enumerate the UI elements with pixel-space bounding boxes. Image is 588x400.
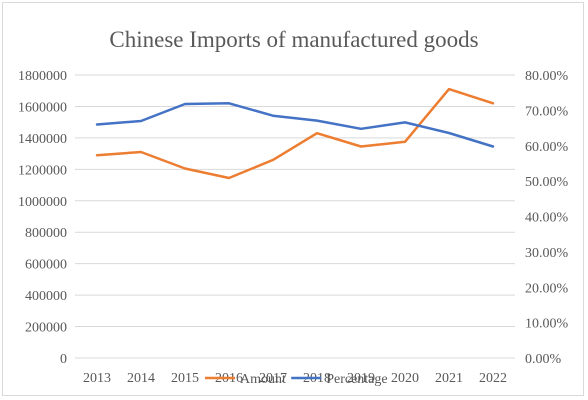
y-right-tick-label: 10.00% — [525, 317, 569, 332]
y-left-tick-label: 400000 — [25, 289, 67, 304]
y-left-tick-label: 1800000 — [18, 69, 67, 84]
y-right-tick-label: 40.00% — [525, 211, 569, 226]
series-line-percentage — [95, 102, 495, 148]
y-left-tick-label: 1400000 — [18, 132, 67, 147]
y-right-tick-label: 30.00% — [525, 246, 569, 261]
legend-label-percentage: Percentage — [326, 372, 387, 387]
x-tick-label: 2017 — [259, 371, 287, 386]
x-tick-label: 2019 — [347, 371, 375, 386]
y-right-tick-label: 70.00% — [525, 104, 569, 119]
y-left-tick-label: 800000 — [25, 226, 67, 241]
gridlines — [75, 74, 515, 328]
x-tick-label: 2022 — [479, 371, 507, 386]
x-tick-label: 2013 — [83, 371, 111, 386]
x-tick-label: 2021 — [435, 371, 463, 386]
series-layer — [95, 87, 495, 180]
y-right-tick-label: 20.00% — [525, 281, 569, 296]
x-tick-label: 2020 — [391, 371, 419, 386]
axes: 0 200000 400000 600000 800000 1000000 1200000 1… — [18, 69, 569, 386]
chart-svg: Chinese Imports of manufactured goods 0 2… — [18, 27, 569, 387]
y-left-tick-label: 0 — [60, 352, 67, 367]
y-left-tick-label: 1600000 — [18, 100, 67, 115]
y-left-tick-label: 1000000 — [18, 195, 67, 210]
legend-label-amount: Amount — [240, 372, 286, 387]
y-left-tick-label: 600000 — [25, 258, 67, 273]
y-right-tick-label: 60.00% — [525, 140, 569, 155]
y-left-tick-label: 200000 — [25, 321, 67, 336]
chart-frame: Chinese Imports of manufactured goods 0 2… — [2, 2, 584, 396]
y-right-tick-label: 50.00% — [525, 175, 569, 190]
x-tick-label: 2014 — [127, 371, 155, 386]
y-right-tick-label: 80.00% — [525, 69, 569, 84]
legend: Amount Percentage — [205, 372, 388, 387]
y-right-tick-label: 0.00% — [525, 352, 562, 367]
series-line-amount — [95, 87, 495, 180]
y-left-tick-label: 1200000 — [18, 163, 67, 178]
x-tick-label: 2015 — [171, 371, 199, 386]
chart-title: Chinese Imports of manufactured goods — [109, 27, 478, 52]
